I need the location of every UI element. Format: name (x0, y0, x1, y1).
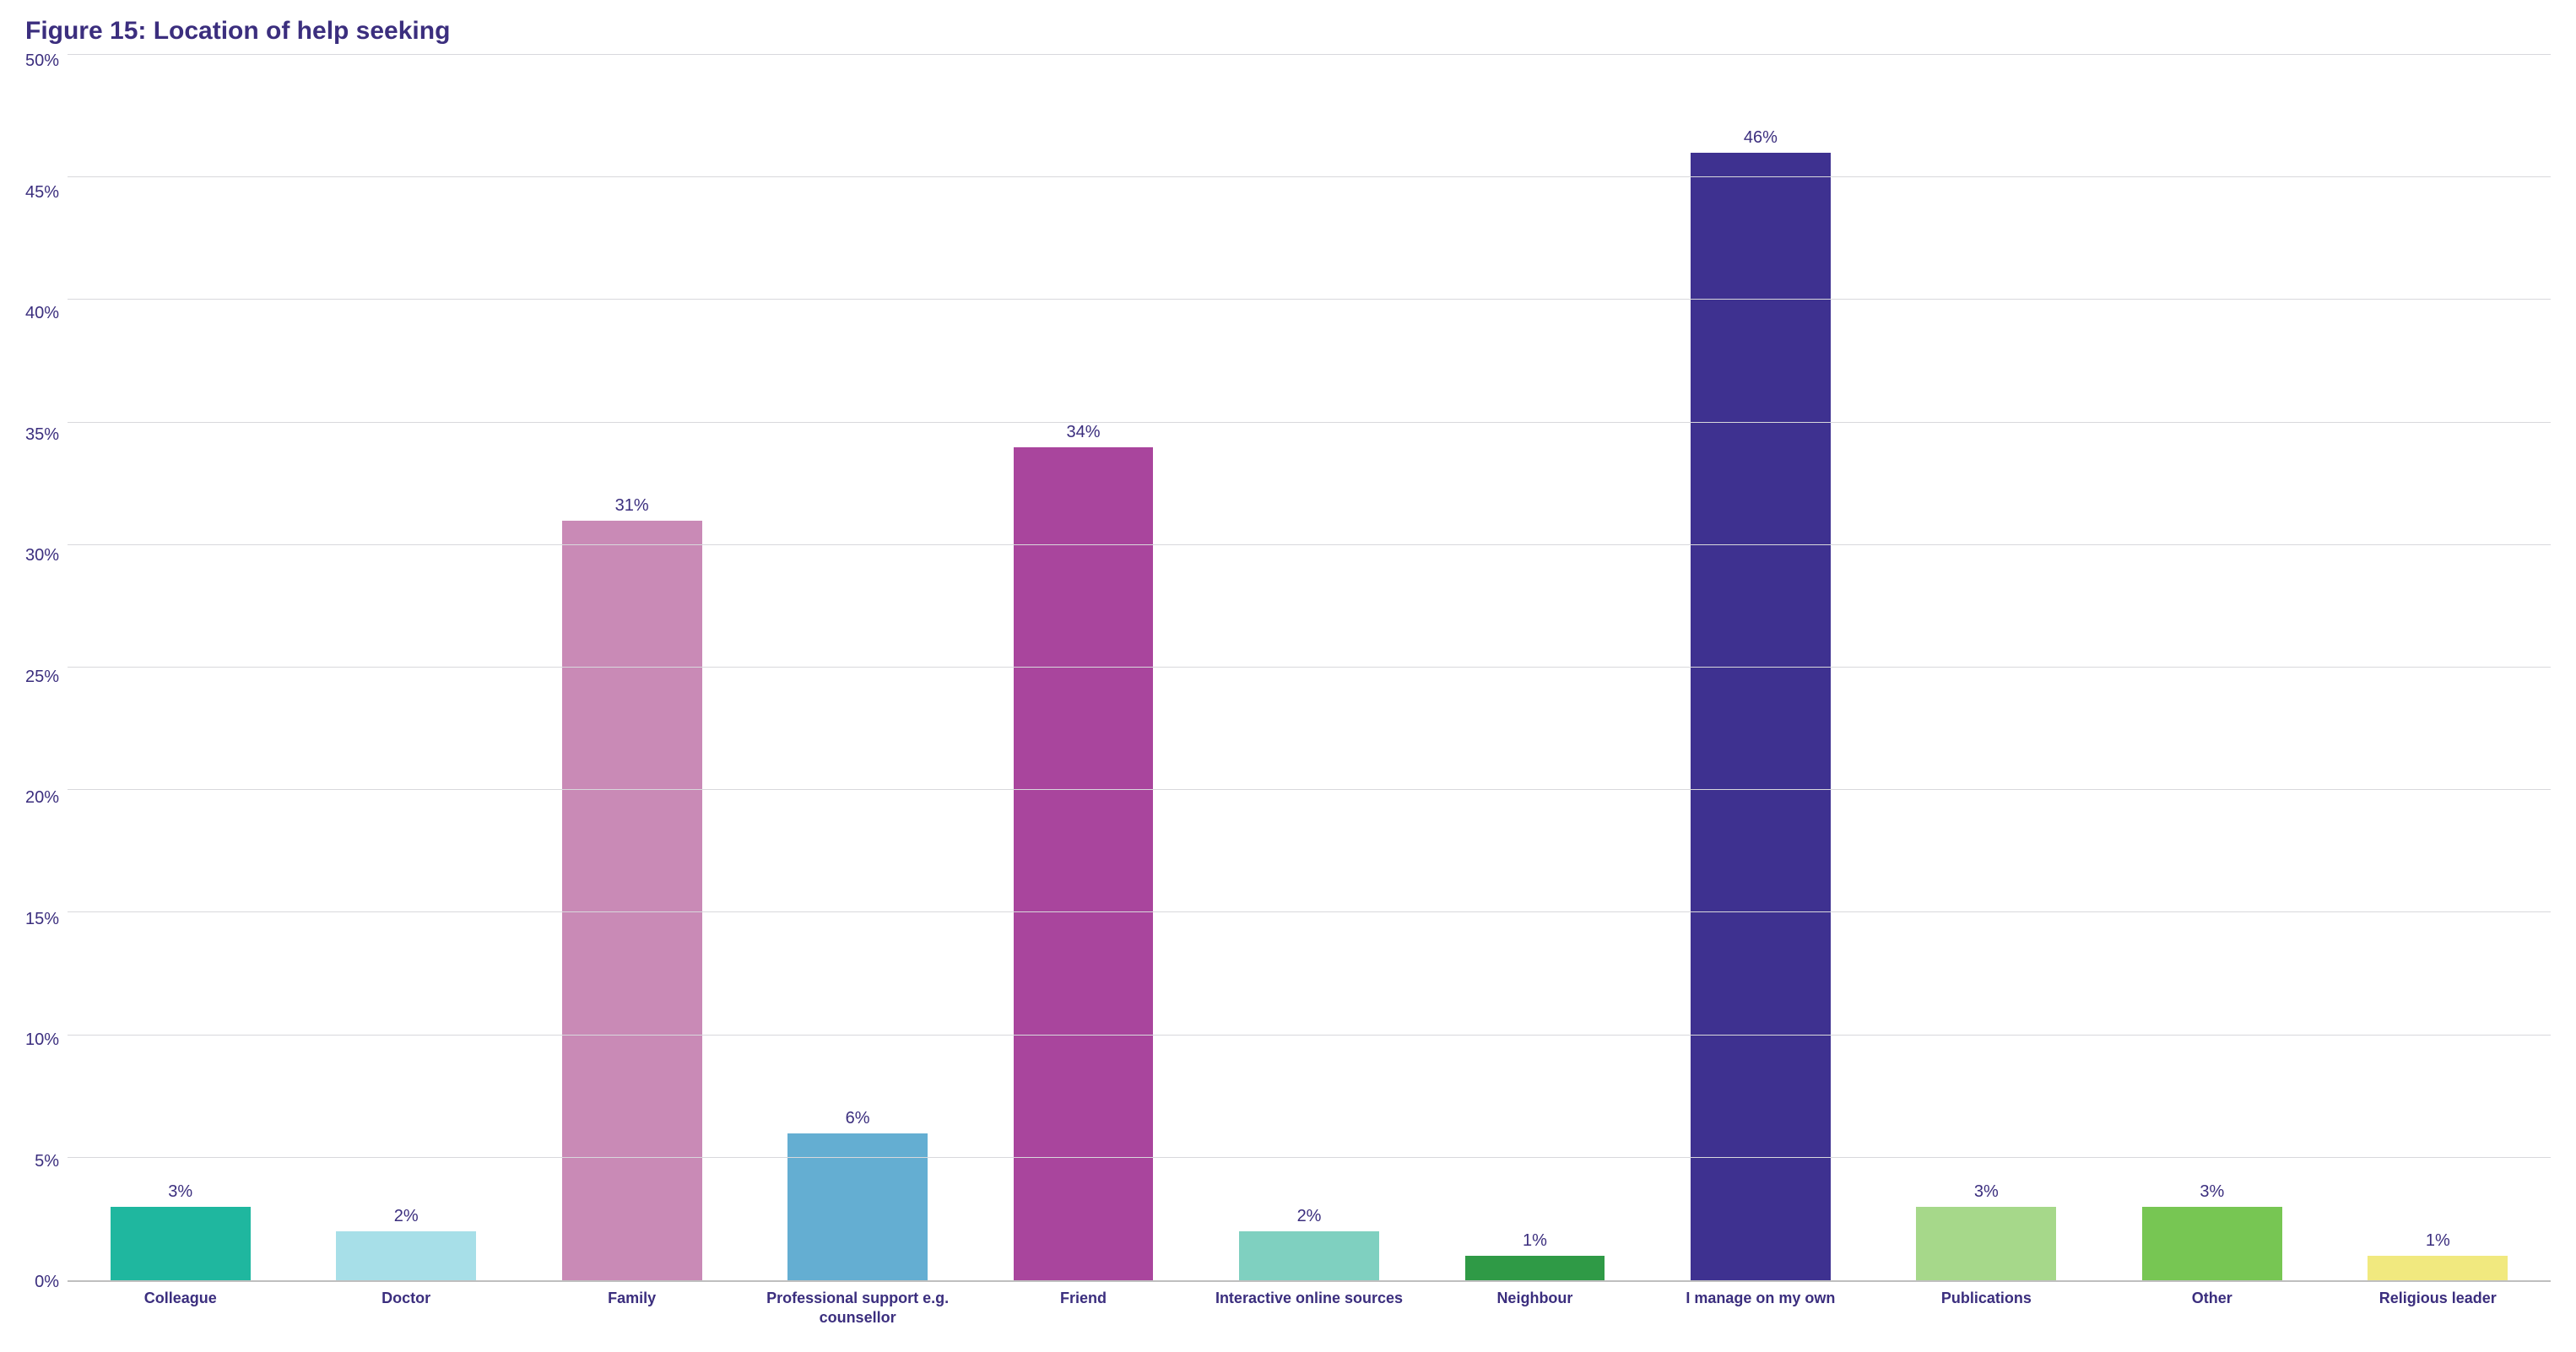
y-tick: 15% (25, 911, 59, 927)
y-tick: 30% (25, 547, 59, 564)
bar (562, 521, 702, 1280)
gridline (68, 422, 2551, 423)
x-axis: ColleagueDoctorFamilyProfessional suppor… (25, 1289, 2551, 1327)
bar-slot: 31% (519, 55, 744, 1280)
y-tick: 20% (25, 789, 59, 806)
bar (111, 1207, 251, 1280)
bar-value-label: 3% (1974, 1182, 1999, 1202)
bar-value-label: 6% (846, 1109, 870, 1128)
bar-slot: 2% (293, 55, 518, 1280)
bar-value-label: 1% (1523, 1231, 1547, 1251)
bar-value-label: 2% (1297, 1207, 1322, 1226)
gridline (68, 299, 2551, 300)
plot-area: 3% 2% 31% 6% 34% 2% 1% 46% 3% 3% 1% (68, 54, 2551, 1282)
gridline (68, 1157, 2551, 1158)
x-label: Religious leader (2325, 1289, 2551, 1327)
bar (1916, 1207, 2056, 1280)
bar-slot: 3% (68, 55, 293, 1280)
chart-title: Figure 15: Location of help seeking (25, 17, 2551, 46)
x-label: Professional support e.g. counsellor (744, 1289, 970, 1327)
y-tick: 35% (25, 426, 59, 443)
bar-slot: 2% (1196, 55, 1421, 1280)
gridline (68, 544, 2551, 545)
bar (336, 1231, 476, 1280)
y-tick: 0% (35, 1274, 59, 1290)
y-tick: 10% (25, 1031, 59, 1048)
bar-slot: 46% (1648, 55, 1873, 1280)
x-label: I manage on my own (1648, 1289, 1873, 1327)
x-label: Family (519, 1289, 744, 1327)
gridline (68, 176, 2551, 177)
bar-value-label: 3% (2200, 1182, 2224, 1202)
bar-value-label: 1% (2426, 1231, 2450, 1251)
y-tick: 45% (25, 184, 59, 201)
bar (787, 1133, 928, 1280)
bar-value-label: 34% (1067, 423, 1101, 442)
bar (2142, 1207, 2282, 1280)
gridline (68, 789, 2551, 790)
gridline (68, 1035, 2551, 1036)
gridline (68, 911, 2551, 912)
bar-value-label: 31% (615, 496, 649, 516)
bar-slot: 34% (971, 55, 1196, 1280)
bar-chart: Figure 15: Location of help seeking 50% 4… (25, 17, 2551, 1327)
bar (1014, 447, 1154, 1280)
bar-slot: 6% (744, 55, 970, 1280)
plot-row: 50%45%40%35%30%25%20%15%10%5%0% 3%2%31%6… (25, 54, 2551, 1282)
x-label: Colleague (68, 1289, 293, 1327)
y-tick: 25% (25, 668, 59, 685)
y-tick: 50% (25, 52, 59, 69)
x-axis-spacer (25, 1289, 68, 1327)
bar-value-label: 46% (1744, 128, 1778, 148)
bar-slot: 1% (2325, 55, 2551, 1280)
bar (2368, 1256, 2508, 1280)
y-axis: 50%45%40%35%30%25%20%15%10%5%0% (25, 54, 68, 1282)
bar-value-label: 3% (168, 1182, 192, 1202)
y-tick: 40% (25, 305, 59, 322)
x-labels: ColleagueDoctorFamilyProfessional suppor… (68, 1289, 2551, 1327)
x-label: Interactive online sources (1196, 1289, 1421, 1327)
bar-slot: 3% (1874, 55, 2099, 1280)
x-label: Neighbour (1422, 1289, 1648, 1327)
bar (1239, 1231, 1379, 1280)
x-label: Publications (1874, 1289, 2099, 1327)
y-tick: 5% (35, 1153, 59, 1170)
bar-value-label: 2% (394, 1207, 419, 1226)
x-label: Friend (971, 1289, 1196, 1327)
x-label: Doctor (293, 1289, 518, 1327)
bar (1691, 153, 1831, 1280)
bar-slot: 3% (2099, 55, 2324, 1280)
gridline (68, 667, 2551, 668)
bar-slot: 1% (1422, 55, 1648, 1280)
x-label: Other (2099, 1289, 2324, 1327)
bar (1465, 1256, 1605, 1280)
bars-layer: 3% 2% 31% 6% 34% 2% 1% 46% 3% 3% 1% (68, 55, 2551, 1280)
